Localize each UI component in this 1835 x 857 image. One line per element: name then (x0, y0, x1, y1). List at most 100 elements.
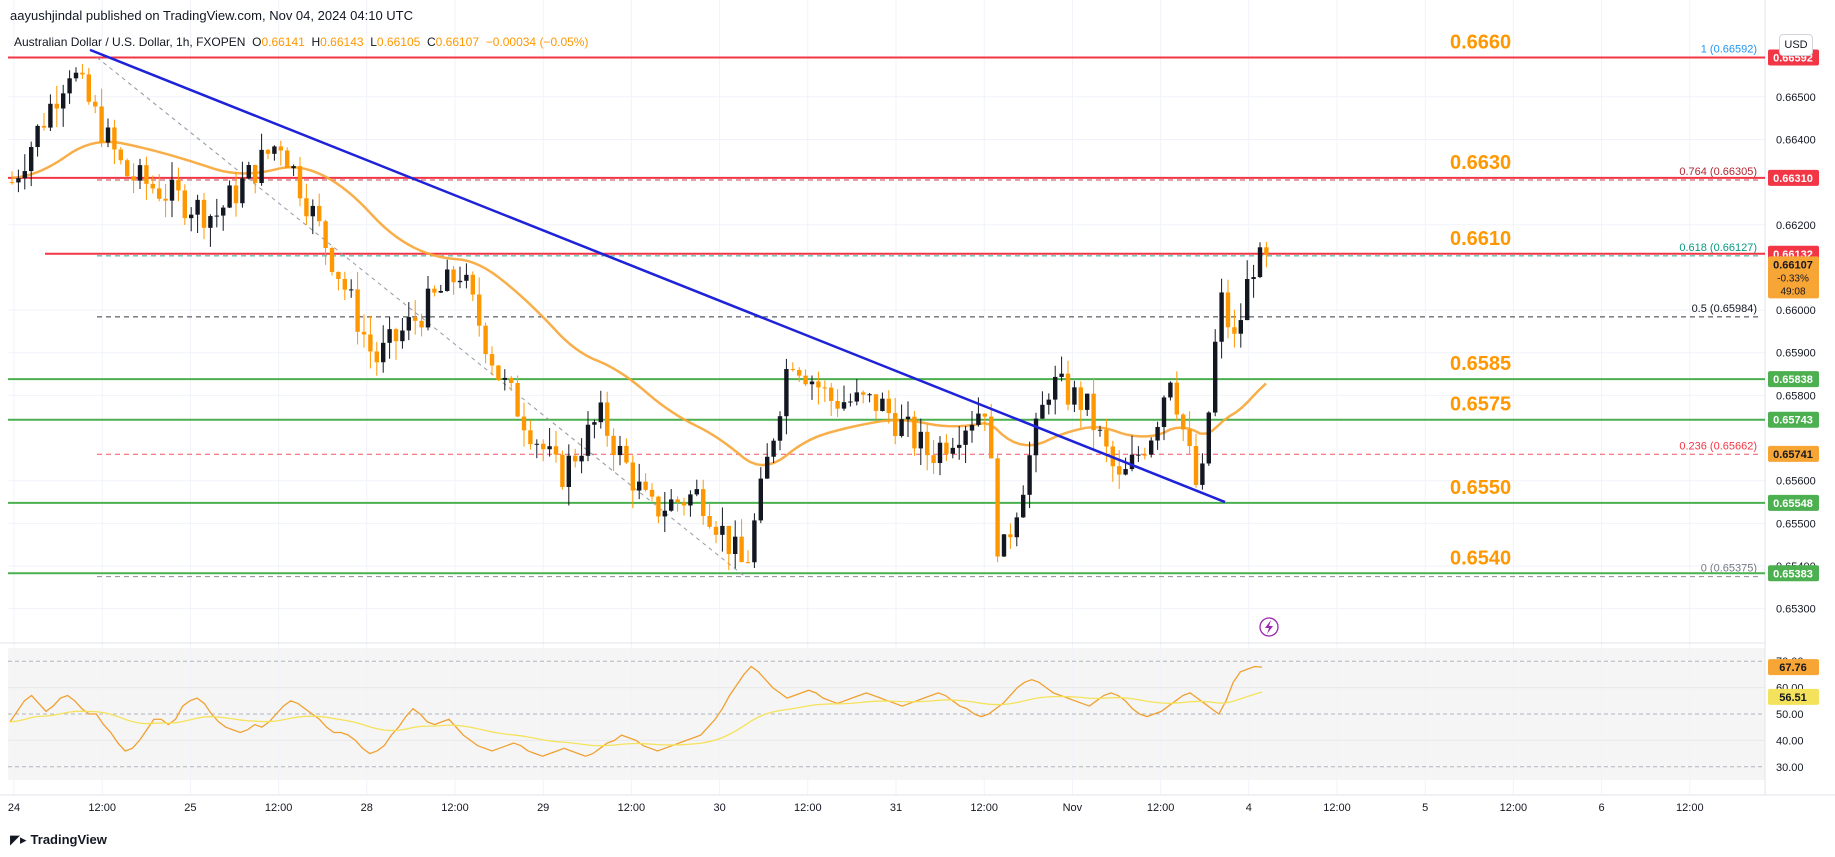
candle-body (867, 394, 872, 396)
candle-body (323, 221, 328, 248)
candle-body (809, 381, 815, 385)
candle-body (931, 455, 936, 464)
trendline[interactable] (89, 48, 1226, 504)
level-price-badge: 0.66310 (1773, 173, 1813, 185)
candle-body (1181, 414, 1186, 430)
candle-body (425, 288, 431, 328)
candle-body (278, 146, 283, 151)
candle-body (1142, 454, 1147, 456)
candle-body (317, 205, 322, 222)
candle-body (547, 446, 552, 450)
candle-body (253, 165, 258, 184)
candle-body (29, 147, 34, 172)
candle-body (221, 207, 226, 216)
candle-body (515, 382, 520, 417)
symbol-name[interactable]: Australian Dollar / U.S. Dollar, 1h, FXO… (14, 35, 246, 49)
candle-body (16, 178, 21, 183)
candle-body (182, 190, 187, 219)
candle-body (483, 325, 488, 355)
candle-body (374, 351, 379, 363)
price-tick-label: 0.65800 (1776, 390, 1816, 402)
fib-level-label: 0.764 (0.66305) (1679, 166, 1757, 178)
candle-body (989, 416, 994, 459)
fibonacci-retracement[interactable]: 1 (0.66592) 0.764 (0.66305) 0.618 (0.66127… (97, 44, 1760, 578)
candle-body (195, 199, 200, 215)
time-tick-label: 12:00 (970, 802, 998, 814)
candle-body (1129, 454, 1135, 470)
candle-body (579, 455, 584, 462)
candle-body (969, 424, 975, 431)
candle-body (67, 78, 72, 94)
candle-body (1200, 463, 1205, 485)
candle-body (502, 377, 507, 380)
rsi-tick-label: 30.00 (1776, 762, 1804, 774)
candle-body (1264, 247, 1269, 255)
candle-body (125, 160, 130, 177)
candle-body (1238, 320, 1243, 334)
candle-body (93, 101, 98, 107)
time-tick-label: 12:00 (88, 802, 116, 814)
tradingview-brand[interactable]: ◤▸ TradingView (10, 832, 107, 848)
time-tick-label: 5 (1422, 802, 1428, 814)
fib-level-label: 0.618 (0.66127) (1679, 242, 1757, 254)
candle-body (713, 526, 719, 535)
candle-body (329, 247, 335, 272)
time-tick-label: 12:00 (1323, 802, 1351, 814)
candle-body (489, 354, 495, 366)
candle-body (816, 381, 821, 388)
close-value: 0.66107 (435, 35, 480, 49)
currency-button[interactable]: USD (1779, 34, 1813, 56)
change-value: −0.00034 (−0.05%) (485, 35, 589, 49)
candle-body (457, 280, 463, 283)
candle-body (937, 442, 943, 464)
price-tick-label: 0.66000 (1776, 305, 1816, 317)
time-tick-label: 12:00 (441, 802, 469, 814)
candle-body (739, 536, 744, 563)
last-price-badge-bg (1768, 256, 1819, 299)
candle-body (464, 274, 469, 281)
time-axis[interactable]: 24 12:00 25 12:00 28 12:00 29 12:00 30 12:00 31 12:… (8, 802, 1704, 814)
candle-body (534, 443, 539, 445)
candle-body (1027, 455, 1032, 495)
candle-body (1149, 440, 1154, 455)
rsi-value-badge-bg (1768, 659, 1819, 676)
candle-body (771, 440, 776, 457)
candle-body (48, 103, 53, 128)
candle-body (201, 199, 207, 228)
level-label: 0.6660 (1450, 32, 1511, 54)
ma-price-badge: 0.65741 (1773, 449, 1813, 461)
fib-level-label: 0.5 (0.65984) (1692, 303, 1757, 315)
candle-body (1072, 387, 1077, 405)
close-label: C (426, 35, 436, 49)
candle-body (995, 458, 1000, 557)
candle-body (9, 182, 15, 184)
candle-body (765, 456, 770, 479)
candle-body (438, 290, 443, 293)
horizontal-grid (8, 96, 1765, 610)
last-price-countdown: 49:08 (1780, 286, 1805, 297)
candle-body (189, 214, 194, 219)
candle-body (73, 72, 79, 79)
candle-body (1168, 382, 1173, 398)
candle-body (880, 398, 885, 411)
rsi-signal-badge-bg (1768, 688, 1819, 705)
candle-body (957, 444, 962, 448)
candle-body (1123, 469, 1128, 475)
candle-body (1225, 292, 1231, 328)
candle-body (131, 176, 136, 181)
time-tick-label: 12:00 (618, 802, 646, 814)
candle-body (214, 215, 219, 217)
candle-body (1021, 494, 1026, 518)
horizontal-levels[interactable]: 0.6660 0.6630 0.6610 0.6585 0.6575 0.6550 0.65… (8, 32, 1765, 575)
candle-body (573, 455, 578, 462)
flash-icon[interactable] (1259, 617, 1279, 637)
candle-body (336, 271, 341, 279)
candle-body (675, 499, 680, 503)
tradingview-logo-icon: ◤▸ (10, 832, 27, 847)
candle-body (496, 365, 501, 380)
open-value: 0.66141 (261, 35, 305, 49)
candle-body (752, 520, 757, 563)
candle-body (1232, 327, 1237, 334)
candle-body (637, 481, 642, 491)
